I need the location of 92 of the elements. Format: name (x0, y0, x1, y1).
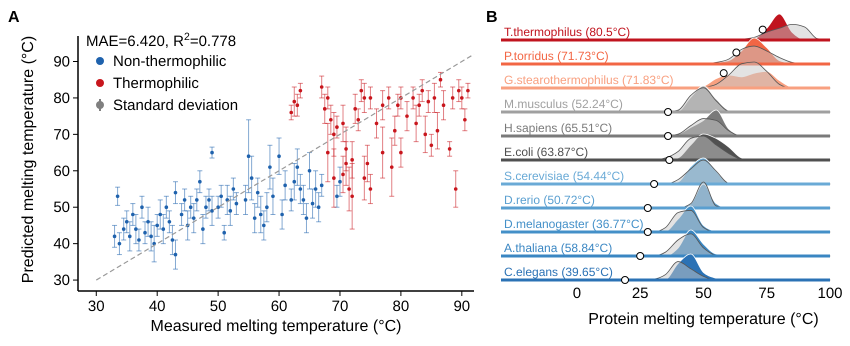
point (344, 162, 348, 166)
point (463, 118, 467, 122)
legend-label: Non-thermophilic (113, 53, 227, 70)
point (380, 103, 384, 108)
legend-label: Thermophilic (113, 75, 200, 92)
text: E.coli (63.87°C) (504, 145, 588, 159)
point (448, 147, 452, 151)
point (362, 176, 366, 180)
point (335, 125, 339, 129)
x-axis-title: Measured melting temperature (°C) (150, 318, 402, 335)
series-label: M.musculus (52.24°C) (504, 97, 623, 111)
chart-title: A (8, 9, 20, 26)
point (353, 107, 357, 111)
point (289, 110, 294, 114)
series-label: S.cerevisiae (54.44°C) (504, 169, 624, 183)
x-tick-label: 50 (210, 298, 226, 315)
point (356, 118, 360, 122)
series-label: G.stearothermophilus (71.83°C) (504, 73, 674, 87)
point (344, 147, 348, 151)
x-tick-label: 0 (572, 285, 582, 302)
series-label: D.rerio (50.72°C) (504, 193, 595, 207)
point (322, 107, 327, 111)
x-tick-label: 50 (695, 285, 712, 302)
point (454, 187, 458, 191)
point (341, 122, 345, 126)
series-label: P.torridus (71.73°C) (504, 49, 609, 63)
point (341, 172, 345, 176)
point (414, 122, 418, 126)
x-tick-label: 75 (758, 285, 776, 302)
point (450, 96, 454, 100)
series-label: A.thaliana (58.84°C) (504, 241, 612, 255)
x-tick-label: 30 (88, 298, 105, 315)
point (332, 132, 336, 136)
y-tick-label: 70 (53, 126, 70, 144)
chart-title: B (486, 9, 498, 26)
point (296, 103, 300, 108)
y-axis-title: Predicted melting temperature (°C) (20, 36, 37, 284)
point (350, 194, 354, 198)
series-label: C.elegans (39.65°C) (504, 265, 613, 279)
point (347, 187, 351, 191)
point (420, 88, 424, 92)
point (374, 122, 378, 126)
y-tick-label: 30 (53, 272, 70, 290)
y-tick-label: 90 (53, 54, 70, 70)
series-label: H.sapiens (65.51°C) (504, 121, 612, 135)
point (380, 150, 384, 154)
point (432, 96, 436, 100)
point (436, 128, 440, 133)
point (417, 103, 421, 108)
point (393, 128, 397, 133)
y-tick-label: 50 (53, 199, 70, 216)
point (390, 165, 394, 169)
legend-label: Standard deviation (113, 97, 238, 114)
point (405, 114, 409, 118)
point (320, 85, 324, 89)
point (362, 96, 366, 100)
point (298, 88, 302, 92)
y-tick-label: 40 (53, 236, 70, 253)
x-tick-label: 40 (148, 298, 166, 315)
point (386, 96, 391, 100)
point (396, 103, 400, 108)
x-tick-label: 25 (632, 285, 649, 302)
x-tick-label: 80 (392, 298, 410, 315)
point (399, 150, 403, 154)
series-label: T.thermophilus (80.5°C) (504, 25, 630, 39)
x-tick-label: 60 (270, 298, 288, 315)
x-tick-label: 70 (332, 298, 348, 315)
series-label: D.melanogaster (36.77°C) (504, 217, 644, 231)
point (423, 132, 428, 136)
point (329, 118, 333, 122)
point (292, 100, 296, 104)
point (430, 143, 434, 148)
point (466, 88, 470, 92)
annotation: MAE=6.420, R$^{2}$=0.778 (86, 31, 236, 50)
point (442, 103, 446, 108)
x-tick-label: 90 (453, 298, 470, 315)
point (366, 162, 370, 166)
point (460, 96, 464, 100)
y-tick-label: 80 (53, 90, 70, 107)
point (326, 150, 330, 154)
point (359, 88, 364, 92)
point (332, 176, 336, 180)
point (426, 100, 430, 104)
point (456, 88, 461, 92)
point (326, 96, 330, 100)
y-tick-label: 60 (53, 162, 70, 180)
point (438, 78, 442, 82)
point (368, 96, 372, 100)
x-tick-label: 100 (817, 285, 843, 302)
point (411, 96, 415, 100)
x-axis-title: Protein melting temperature (°C) (588, 311, 819, 328)
point (368, 187, 372, 191)
